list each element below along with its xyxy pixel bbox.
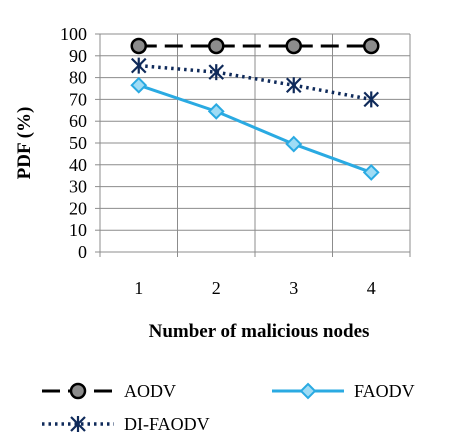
- data-point-di-faodv: [285, 77, 302, 94]
- y-tick-label: 20: [69, 198, 87, 218]
- x-tick-labels: 1 2 3 4: [134, 278, 376, 298]
- data-point-faodv: [285, 135, 303, 153]
- y-tick-label: 60: [69, 111, 87, 131]
- gridlines: [100, 33, 411, 252]
- data-point-aodv: [208, 37, 225, 55]
- y-tick-label: 10: [69, 220, 87, 240]
- data-point-di-faodv: [130, 57, 147, 74]
- series-aodv: [130, 37, 380, 55]
- data-point-aodv: [363, 37, 380, 55]
- y-tick-label: 30: [69, 177, 87, 197]
- legend-swatch-marker: [69, 382, 87, 400]
- data-point-faodv: [362, 164, 380, 181]
- data-point-di-faodv: [363, 91, 380, 108]
- data-point-aodv: [130, 37, 147, 55]
- y-tick-label: 90: [69, 46, 87, 66]
- legend-swatch-marker: [299, 382, 317, 400]
- axes: [95, 33, 411, 257]
- legend-label: FAODV: [354, 381, 415, 401]
- series-di-faodv: [130, 57, 380, 108]
- x-tick-label: 2: [212, 278, 221, 298]
- y-tick-label: 100: [60, 24, 87, 44]
- data-point-faodv: [207, 102, 225, 120]
- legend-label: AODV: [124, 381, 176, 401]
- legend-item-di-faodv: DI-FAODV: [42, 414, 210, 434]
- x-tick-label: 3: [289, 278, 298, 298]
- y-tick-label: 0: [78, 242, 87, 262]
- x-axis-title: Number of malicious nodes: [149, 321, 370, 342]
- series-layer: [130, 37, 380, 181]
- x-tick-label: 4: [367, 278, 376, 298]
- legend-swatch-marker: [70, 416, 86, 432]
- legend-item-aodv: AODV: [42, 381, 176, 401]
- series-line-faodv: [138, 83, 372, 174]
- y-tick-label: 80: [69, 68, 87, 88]
- y-tick-label: 50: [69, 133, 87, 153]
- legend-label: DI-FAODV: [124, 414, 210, 434]
- legend: AODV FAODV DI-FAODV: [42, 381, 415, 434]
- data-point-di-faodv: [208, 64, 225, 81]
- y-axis-title: PDF (%): [14, 107, 35, 180]
- series-line-di-faodv: [138, 63, 372, 102]
- data-point-aodv: [285, 37, 302, 55]
- legend-item-faodv: FAODV: [272, 381, 415, 401]
- series-faodv: [130, 76, 380, 181]
- y-tick-label: 70: [69, 89, 87, 109]
- data-point-faodv: [130, 76, 148, 94]
- x-tick-label: 1: [134, 278, 143, 298]
- y-tick-label: 40: [69, 155, 87, 175]
